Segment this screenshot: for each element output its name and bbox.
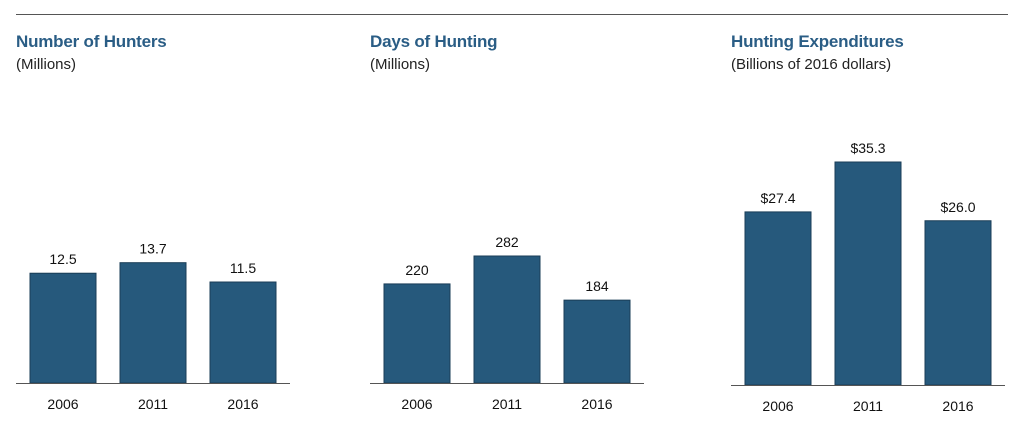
- data-label: 220: [405, 262, 429, 278]
- data-label: $26.0: [940, 199, 975, 215]
- bar-2006: [383, 283, 451, 384]
- chart-panel-hunters: Number of Hunters (Millions) 12.5 2006 13.…: [16, 0, 306, 443]
- x-tick-label: 2011: [853, 398, 883, 414]
- x-tick-label: 2006: [47, 396, 78, 412]
- data-label: 184: [585, 278, 609, 294]
- x-tick-label: 2011: [138, 396, 168, 412]
- x-tick-label: 2011: [492, 396, 522, 412]
- chart-panel-days: Days of Hunting (Millions) 220 2006 282 201…: [370, 0, 660, 443]
- bar-2011: [119, 262, 187, 384]
- bar-2016: [924, 220, 992, 386]
- x-tick-label: 2016: [942, 398, 973, 414]
- x-tick-label: 2016: [581, 396, 612, 412]
- data-label: 282: [495, 234, 519, 250]
- top-rule: [16, 14, 1008, 15]
- chart-title: Hunting Expenditures: [731, 32, 904, 51]
- chart-title: Days of Hunting: [370, 32, 498, 51]
- bar-2006: [744, 211, 812, 386]
- data-label: $27.4: [760, 190, 795, 206]
- bar-chart-expenditures: $27.4 2006 $35.3 2011 $26.0 2016: [731, 140, 1005, 414]
- data-label: 12.5: [49, 251, 76, 267]
- chart-title: Number of Hunters: [16, 32, 167, 51]
- bar-2016: [563, 299, 631, 384]
- bar-chart-days: 220 2006 282 2011 184 2016: [370, 234, 644, 412]
- bar-2006: [29, 272, 97, 384]
- x-tick-label: 2016: [227, 396, 258, 412]
- chart-subtitle: (Billions of 2016 dollars): [731, 56, 892, 73]
- data-label: $35.3: [850, 140, 885, 156]
- bar-2016: [209, 281, 277, 384]
- bar-chart-hunters: 12.5 2006 13.7 2011 11.5 2016: [16, 241, 290, 412]
- x-tick-label: 2006: [762, 398, 793, 414]
- chart-subtitle: (Millions): [16, 56, 76, 73]
- data-label: 13.7: [139, 241, 166, 257]
- bar-2011: [473, 255, 541, 384]
- chart-subtitle: (Millions): [370, 56, 430, 73]
- data-label: 11.5: [230, 260, 256, 276]
- bar-2011: [834, 161, 902, 386]
- chart-panel-expenditures: Hunting Expenditures (Billions of 2016 d…: [731, 0, 1021, 443]
- x-tick-label: 2006: [401, 396, 432, 412]
